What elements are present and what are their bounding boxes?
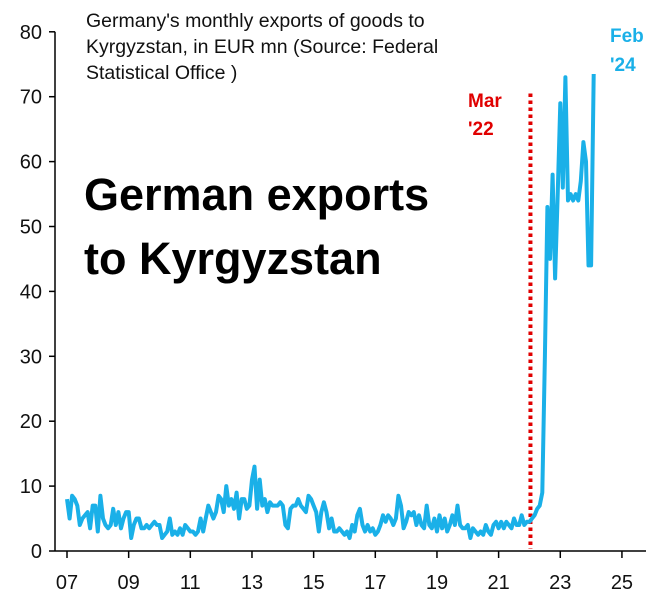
y-tick-label: 10 <box>20 476 42 498</box>
annotation-mar-line1: Mar <box>468 91 502 112</box>
x-tick-label: 13 <box>241 572 263 594</box>
annotation-mar-22: Mar '22 <box>468 88 502 144</box>
chart-title: German exports to Kyrgyzstan <box>84 163 484 291</box>
annotation-feb-line2: '24 <box>610 55 636 76</box>
annotation-feb-24: Feb '24 <box>610 22 644 80</box>
x-tick-label: 21 <box>487 572 509 594</box>
y-tick-label: 30 <box>20 346 42 368</box>
y-tick-label: 0 <box>31 541 42 563</box>
x-tick-label: 09 <box>118 572 140 594</box>
chart-subtitle: Germany's monthly exports of goods to Ky… <box>86 10 439 84</box>
x-tick-label: 15 <box>303 572 325 594</box>
y-tick-label: 70 <box>20 87 42 109</box>
x-tick-label: 17 <box>364 572 386 594</box>
exports-line <box>65 73 596 540</box>
x-tick-label: 23 <box>549 572 571 594</box>
y-tick-label: 80 <box>20 22 42 44</box>
y-tick-label: 20 <box>20 411 42 433</box>
annotation-mar-line2: '22 <box>468 119 494 140</box>
annotation-feb-line1: Feb <box>610 26 644 47</box>
x-tick-label: 11 <box>180 572 201 594</box>
x-tick-label: 07 <box>56 572 78 594</box>
y-tick-label: 60 <box>20 152 42 174</box>
x-tick-label: 25 <box>611 572 633 594</box>
y-tick-label: 40 <box>20 281 42 303</box>
y-tick-label: 50 <box>20 217 42 239</box>
x-tick-label: 19 <box>426 572 448 594</box>
chart-title-text: German exports to Kyrgyzstan <box>84 169 430 284</box>
